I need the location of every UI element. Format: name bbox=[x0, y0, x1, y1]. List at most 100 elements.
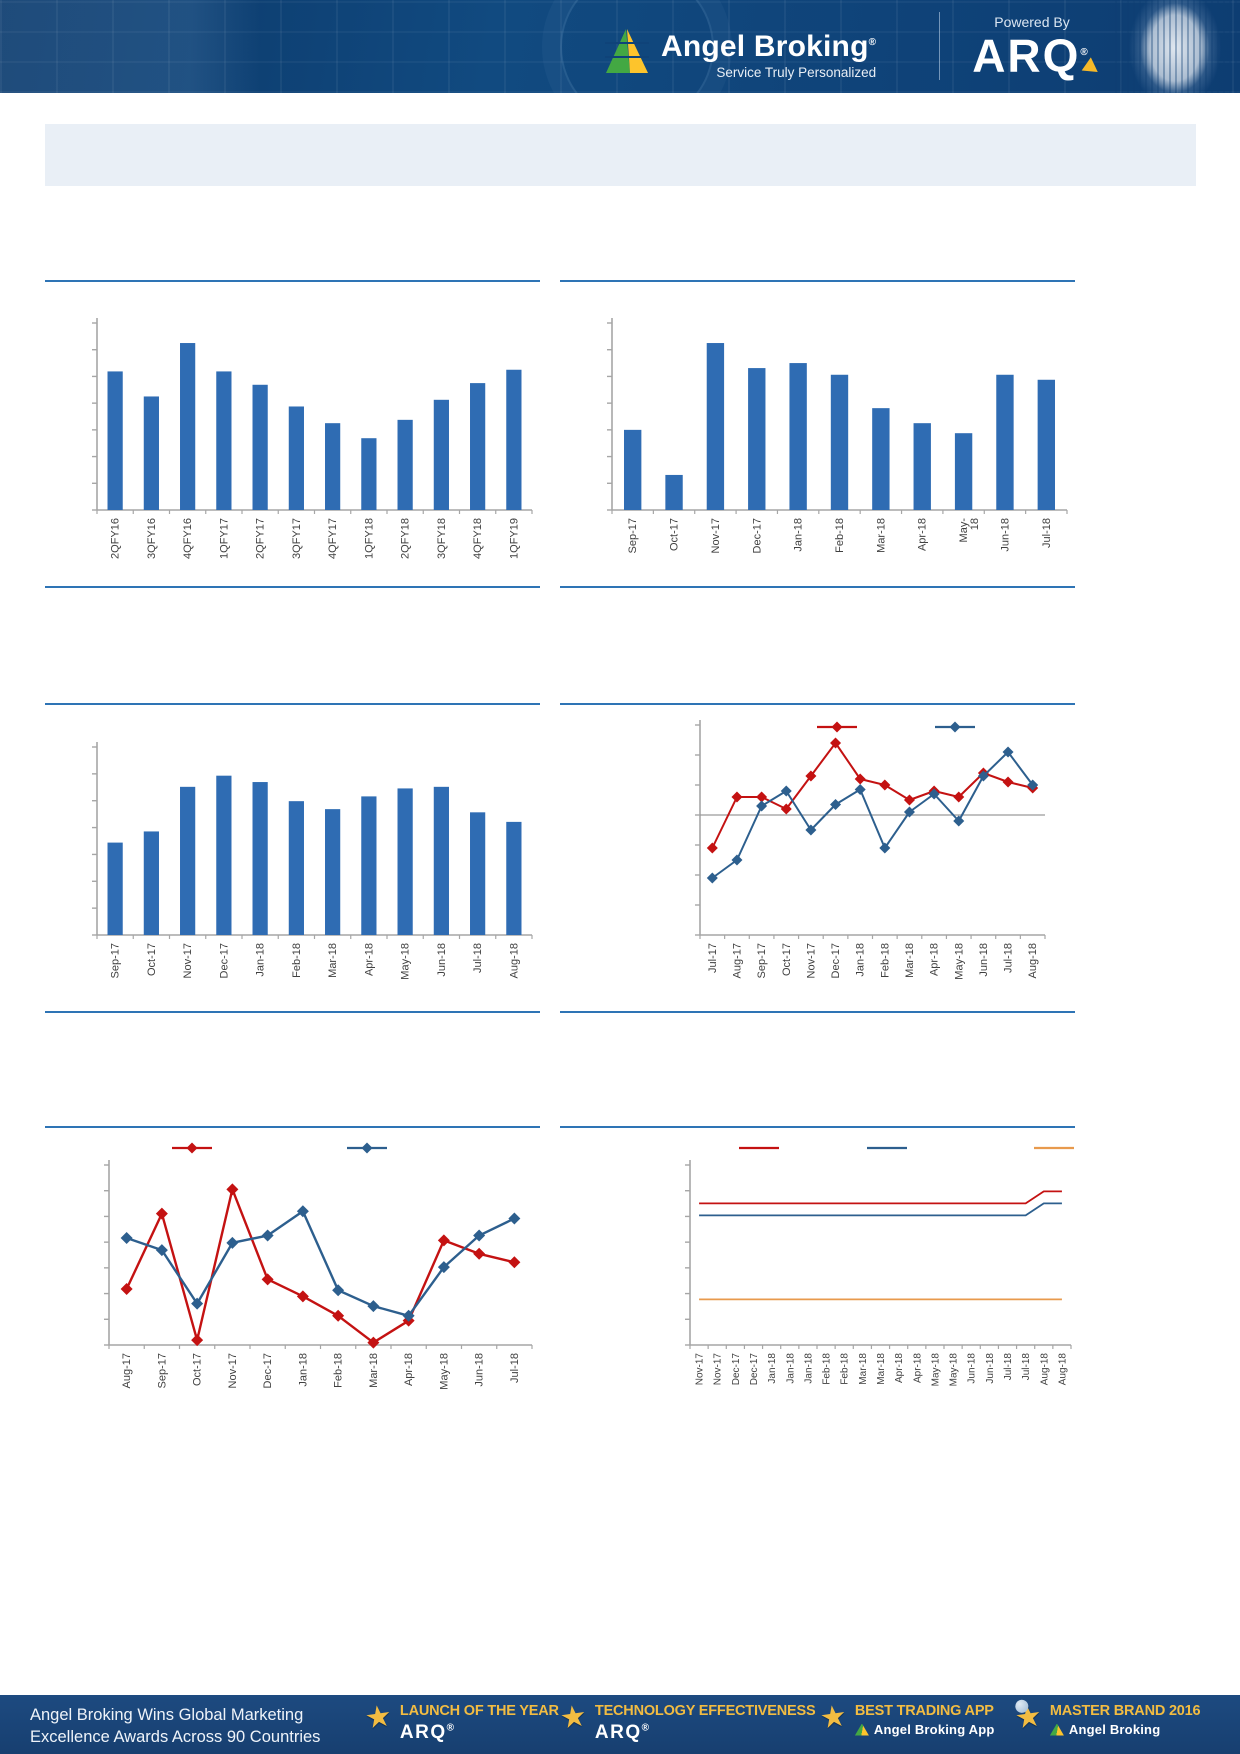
chart-bottom-rule bbox=[560, 586, 1075, 588]
chart-title-rule bbox=[45, 1126, 540, 1128]
trophy-star-icon: ★ bbox=[557, 1699, 590, 1736]
svg-text:Jan-18: Jan-18 bbox=[255, 943, 267, 977]
svg-text:2QFY17: 2QFY17 bbox=[255, 518, 267, 559]
svg-text:Jul-18: Jul-18 bbox=[509, 1353, 521, 1383]
trophy-star-icon: ★ bbox=[362, 1699, 395, 1736]
registered-mark: ® bbox=[868, 37, 877, 48]
chart-title-rule bbox=[560, 703, 1075, 705]
svg-text:May-18: May-18 bbox=[949, 1353, 960, 1387]
svg-text:May-18: May-18 bbox=[953, 943, 965, 980]
header-circuit-decoration bbox=[560, 0, 714, 93]
svg-text:Mar-18: Mar-18 bbox=[876, 1353, 887, 1385]
award-launch-of-the-year: ★ LAUNCH OF THE YEAR ARQ® bbox=[362, 1699, 559, 1744]
footer-headline: Angel Broking Wins Global Marketing Exce… bbox=[30, 1704, 320, 1748]
svg-text:4QFY18: 4QFY18 bbox=[472, 518, 484, 559]
chart-title-rule bbox=[45, 280, 540, 282]
award-subtitle: Angel Broking bbox=[1049, 1722, 1201, 1737]
svg-text:Jan-18: Jan-18 bbox=[297, 1353, 309, 1387]
svg-text:1QFY17: 1QFY17 bbox=[218, 518, 230, 559]
chart-panel-monthly-bars-1: Sep-17 Oct-17 Nov-17 Dec-17 Jan-18 Feb-18 Mar-… bbox=[560, 250, 1075, 590]
svg-text:3QFY17: 3QFY17 bbox=[291, 518, 303, 559]
svg-text:Apr-18: Apr-18 bbox=[912, 1353, 923, 1383]
svg-text:Nov-17: Nov-17 bbox=[695, 1353, 706, 1386]
angel-pyramid-icon bbox=[1049, 1723, 1064, 1736]
award-title: BEST TRADING APP bbox=[854, 1703, 994, 1719]
chart-bottom-rule bbox=[560, 1011, 1075, 1013]
svg-text:Nov-17: Nov-17 bbox=[713, 1353, 724, 1386]
svg-text:4QFY17: 4QFY17 bbox=[327, 518, 339, 559]
svg-text:Nov-17: Nov-17 bbox=[182, 943, 194, 978]
svg-text:Dec-17: Dec-17 bbox=[731, 1353, 742, 1386]
digital-head-image bbox=[1115, 0, 1240, 93]
chart-title-rule bbox=[560, 280, 1075, 282]
svg-text:Oct-17: Oct-17 bbox=[192, 1353, 204, 1386]
svg-text:Jun-18: Jun-18 bbox=[985, 1353, 996, 1384]
chart-panel-step-lines: Nov-17 Nov-17 Dec-17 Dec-17 Jan-18 Jan-18 Jan-… bbox=[560, 1094, 1075, 1429]
svg-text:4QFY16: 4QFY16 bbox=[182, 518, 194, 559]
svg-text:Apr-18: Apr-18 bbox=[917, 518, 929, 551]
svg-text:Jun-18: Jun-18 bbox=[967, 1353, 978, 1384]
bar-chart-monthly-1: Sep-17 Oct-17 Nov-17 Dec-17 Jan-18 Feb-18 Mar-… bbox=[607, 318, 1068, 553]
svg-text:Jan-18: Jan-18 bbox=[785, 1353, 796, 1384]
chart-bottom-rule bbox=[45, 586, 540, 588]
chart-panel-trend-lines: Aug-17 Sep-17 Oct-17 Nov-17 Dec-17 Jan-18 Feb-… bbox=[45, 1094, 540, 1429]
angel-pyramid-icon bbox=[605, 29, 649, 73]
chart-panel-yoy-lines: Jul-17 Aug-17 Sep-17 Oct-17 Nov-17 Dec-17 Jan-… bbox=[560, 671, 1075, 1013]
header-divider bbox=[939, 12, 940, 80]
svg-text:Jun-18: Jun-18 bbox=[474, 1353, 486, 1387]
angel-pyramid-icon bbox=[854, 1723, 869, 1736]
svg-text:Aug-18: Aug-18 bbox=[508, 943, 520, 978]
svg-text:Jul-18: Jul-18 bbox=[472, 943, 484, 973]
svg-text:May-18: May-18 bbox=[958, 518, 981, 543]
award-best-trading-app: ★ BEST TRADING APP Angel Broking App bbox=[817, 1699, 995, 1737]
svg-text:Mar-18: Mar-18 bbox=[327, 943, 339, 978]
svg-text:Aug-17: Aug-17 bbox=[121, 1353, 133, 1388]
chart-bottom-rule bbox=[45, 1011, 540, 1013]
footer-headline-line2: Excellence Awards Across 90 Countries bbox=[30, 1728, 321, 1746]
svg-text:Mar-18: Mar-18 bbox=[904, 943, 916, 978]
chart-title-rule bbox=[560, 1126, 1075, 1128]
svg-text:Dec-17: Dec-17 bbox=[830, 943, 842, 978]
svg-text:2QFY18: 2QFY18 bbox=[400, 518, 412, 559]
trophy-star-icon: ★ bbox=[817, 1699, 850, 1736]
svg-text:Jan-18: Jan-18 bbox=[855, 943, 867, 977]
bar-chart-quarterly: 2QFY16 3QFY16 4QFY16 1QFY17 2QFY17 3QFY17 4QFY… bbox=[92, 318, 533, 559]
svg-text:1QFY19: 1QFY19 bbox=[508, 518, 520, 559]
award-subtitle: ARQ® bbox=[399, 1722, 455, 1743]
svg-text:Sep-17: Sep-17 bbox=[156, 1353, 168, 1388]
svg-text:Jun-18: Jun-18 bbox=[999, 518, 1011, 552]
svg-text:Aug-18: Aug-18 bbox=[1039, 1353, 1050, 1386]
svg-text:Oct-17: Oct-17 bbox=[781, 943, 793, 976]
svg-text:Aug-17: Aug-17 bbox=[731, 943, 743, 978]
svg-text:May-18: May-18 bbox=[400, 943, 412, 980]
svg-text:Nov-17: Nov-17 bbox=[805, 943, 817, 978]
svg-text:Sep-17: Sep-17 bbox=[756, 943, 768, 978]
svg-text:Sep-17: Sep-17 bbox=[627, 518, 639, 553]
svg-text:Mar-18: Mar-18 bbox=[858, 1353, 869, 1385]
svg-text:Jul-18: Jul-18 bbox=[1003, 1353, 1014, 1381]
svg-text:2QFY16: 2QFY16 bbox=[110, 518, 122, 559]
svg-text:Jan-18: Jan-18 bbox=[793, 518, 805, 552]
powered-by-label: Powered By bbox=[994, 14, 1070, 30]
award-title: TECHNOLOGY EFFECTIVENESS bbox=[594, 1703, 816, 1719]
svg-text:Nov-17: Nov-17 bbox=[710, 518, 722, 553]
footer-headline-line1: Angel Broking Wins Global Marketing bbox=[30, 1706, 304, 1724]
svg-text:Mar-18: Mar-18 bbox=[875, 518, 887, 553]
award-subtitle: ARQ® bbox=[594, 1722, 650, 1743]
svg-text:Oct-17: Oct-17 bbox=[669, 518, 681, 551]
svg-text:Feb-18: Feb-18 bbox=[822, 1353, 833, 1385]
svg-text:3QFY16: 3QFY16 bbox=[146, 518, 158, 559]
svg-text:Jul-18: Jul-18 bbox=[1021, 1353, 1032, 1381]
svg-text:Dec-17: Dec-17 bbox=[749, 1353, 760, 1386]
svg-text:Apr-18: Apr-18 bbox=[363, 943, 375, 976]
svg-text:May-18: May-18 bbox=[438, 1353, 450, 1390]
award-technology-effectiveness: ★ TECHNOLOGY EFFECTIVENESS ARQ® bbox=[557, 1699, 816, 1744]
chart-title-rule bbox=[45, 703, 540, 705]
svg-text:Jul-18: Jul-18 bbox=[1003, 943, 1015, 973]
svg-text:Apr-18: Apr-18 bbox=[403, 1353, 415, 1386]
svg-text:Feb-18: Feb-18 bbox=[840, 1353, 851, 1385]
header-banner: Angel Broking® Service Truly Personalize… bbox=[0, 0, 1240, 93]
line-chart-step: Nov-17 Nov-17 Dec-17 Dec-17 Jan-18 Jan-18 Jan-… bbox=[685, 1146, 1074, 1387]
award-title: MASTER BRAND 2016 bbox=[1049, 1703, 1201, 1719]
